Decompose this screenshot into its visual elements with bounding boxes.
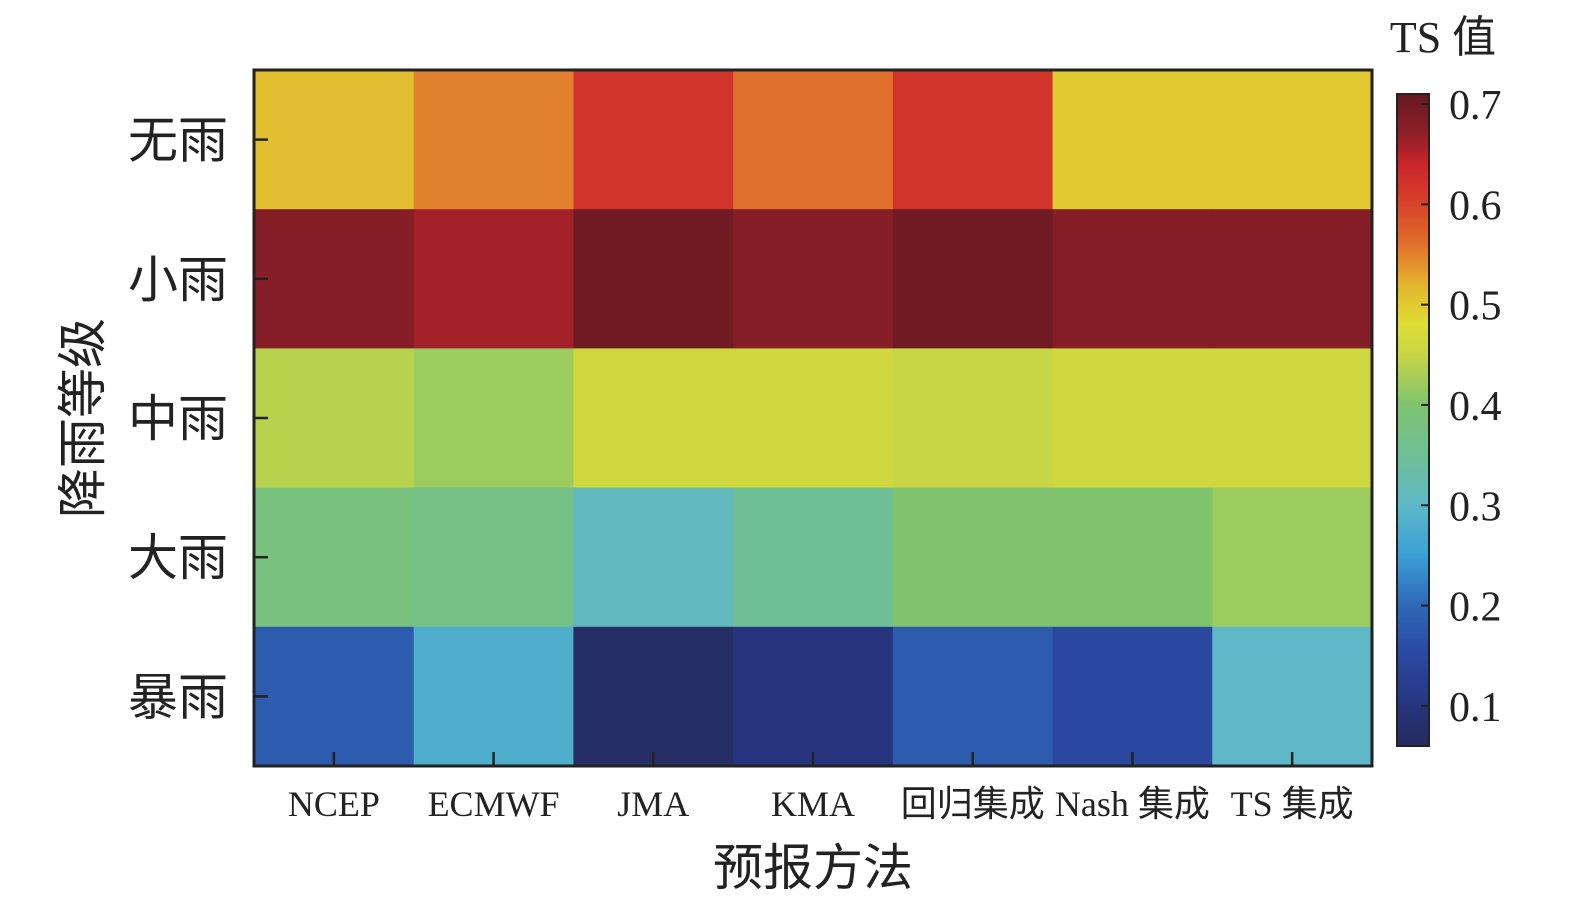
heatmap-cell — [413, 70, 575, 210]
colorbar-tick-label: 0.6 — [1449, 183, 1502, 229]
y-tick-label: 小雨 — [128, 252, 228, 308]
heatmap-cell — [254, 348, 415, 489]
heatmap-cell — [1052, 626, 1213, 767]
x-tick-label: JMA — [617, 784, 689, 824]
heatmap-cell — [733, 209, 894, 349]
heatmap-cell — [892, 348, 1054, 489]
colorbar-tick-label: 0.1 — [1449, 685, 1502, 731]
heatmap-cell — [1212, 626, 1373, 767]
x-tick-label: Nash 集成 — [1055, 784, 1210, 824]
heatmap-cell — [892, 209, 1054, 349]
heatmap-cell — [254, 70, 415, 210]
x-tick-label: KMA — [771, 784, 855, 824]
x-tick-label: ECMWF — [428, 784, 560, 824]
y-tick-label: 中雨 — [128, 391, 228, 447]
heatmap-cell — [733, 626, 894, 767]
colorbar-tick-label: 0.2 — [1449, 585, 1502, 631]
heatmap-cell — [254, 487, 415, 628]
y-tick-label: 大雨 — [128, 530, 228, 586]
x-tick-label: 回归集成 — [901, 784, 1045, 824]
heatmap-cell — [733, 70, 894, 210]
colorbar-tick-label: 0.5 — [1449, 284, 1502, 330]
y-axis-title: 降雨等级 — [55, 318, 111, 518]
heatmap-cell — [413, 626, 575, 767]
heatmap-cell — [413, 348, 575, 489]
heatmap-cell — [573, 487, 734, 628]
colorbar-title: TS 值 — [1390, 13, 1496, 62]
heatmap-cell — [892, 487, 1054, 628]
heatmap-cell — [1212, 70, 1373, 210]
heatmap-cell — [573, 209, 734, 349]
x-axis-title: 预报方法 — [713, 840, 913, 896]
heatmap-cell — [1052, 70, 1213, 210]
x-axis-ticks: NCEP ECMWF JMA KMA 回归集成 Nash 集成 TS 集成 — [288, 752, 1354, 824]
heatmap-cell — [733, 348, 894, 489]
heatmap-cell — [254, 209, 415, 349]
y-tick-label: 无雨 — [128, 113, 228, 169]
colorbar-tick-label: 0.7 — [1449, 83, 1502, 129]
colorbar-tick-label: 0.4 — [1449, 384, 1502, 430]
x-tick-label: NCEP — [288, 784, 380, 824]
heatmap-cells — [254, 70, 1373, 767]
heatmap-cell — [1212, 487, 1373, 628]
heatmap-cell — [1052, 348, 1213, 489]
colorbar-tick-label: 0.3 — [1449, 484, 1502, 530]
heatmap-cell — [413, 209, 575, 349]
y-tick-label: 暴雨 — [128, 669, 228, 725]
colorbar-ticks: 0.1 0.2 0.3 0.4 0.5 0.6 0.7 — [1421, 83, 1502, 731]
heatmap-cell — [413, 487, 575, 628]
heatmap-cell — [573, 70, 734, 210]
heatmap-cell — [254, 626, 415, 767]
heatmap-cell — [733, 487, 894, 628]
colorbar — [1396, 93, 1430, 747]
heatmap-cell — [573, 348, 734, 489]
heatmap-cell — [1212, 209, 1373, 349]
heatmap-cell — [892, 626, 1054, 767]
heatmap-cell — [1212, 348, 1373, 489]
heatmap-cell — [1052, 209, 1213, 349]
heatmap-cell — [1052, 487, 1213, 628]
heatmap-cell — [892, 70, 1054, 210]
heatmap-cell — [573, 626, 734, 767]
x-tick-label: TS 集成 — [1231, 784, 1354, 824]
